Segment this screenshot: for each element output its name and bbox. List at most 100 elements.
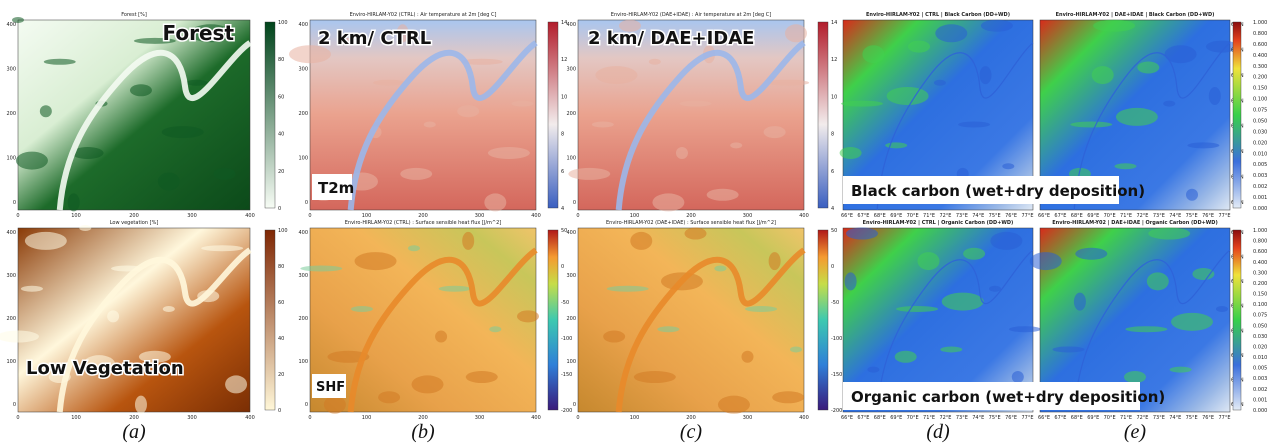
x-tick-label: 70°E (1104, 415, 1116, 421)
y-tick-label: 100 (6, 156, 16, 162)
x-tick-label: 0 (16, 415, 19, 421)
map-patch (462, 231, 475, 250)
map-patch (844, 272, 857, 291)
map-patch (630, 231, 653, 250)
map-patch (933, 79, 946, 86)
map-patch (741, 350, 754, 363)
map-patch (373, 79, 406, 86)
map-patch (980, 19, 1013, 32)
colorbar-tick-label: 0.400 (1253, 53, 1267, 59)
map-patch (1073, 292, 1086, 311)
map-patch (785, 24, 807, 43)
x-tick-label: 100 (362, 213, 372, 219)
map-patch (886, 87, 929, 105)
colorbar-tick-label: 0.030 (1253, 129, 1267, 135)
map-patch (342, 37, 355, 44)
x-tick-label: 67°E (857, 415, 869, 421)
map-patch (1070, 121, 1113, 128)
y-tick-label: 400 (566, 22, 576, 28)
map-title: Enviro-HIRLAM-Y02 | DAE+IDAE | Organic C… (1052, 220, 1218, 226)
river (876, 249, 1034, 413)
panel-caption: (e) (1124, 421, 1147, 443)
map-patch (1011, 371, 1024, 384)
y-tick-label: 200 (298, 316, 308, 322)
y-tick-label: 300 (6, 67, 16, 73)
colorbar (264, 21, 276, 209)
map-patch (43, 58, 76, 65)
map-patch (714, 265, 727, 272)
label-box (312, 374, 346, 398)
map-patch (1216, 305, 1228, 312)
x-tick-label: 66°E (1038, 415, 1050, 421)
colorbar-tick-label: 80 (278, 57, 284, 63)
map-patch (185, 79, 208, 86)
colorbar-tick-label: -100 (561, 336, 572, 342)
colorbar-tick-label: 100 (278, 20, 288, 26)
river (347, 40, 538, 211)
y-tick-label: 100 (566, 359, 576, 365)
x-tick-label: 72°E (1136, 415, 1148, 421)
y-tick-label: 400 (6, 230, 16, 236)
colorbar-tick-label: 6 (831, 169, 834, 175)
x-tick-label: 75°E (1186, 213, 1198, 219)
map-patch (189, 24, 232, 43)
x-tick-label: 70°E (907, 213, 919, 219)
map-patch (134, 395, 147, 414)
river (56, 247, 252, 413)
x-tick-label: 69°E (890, 415, 902, 421)
colorbar-tick-label: 0.800 (1253, 31, 1267, 37)
map-patch (1186, 188, 1198, 201)
colorbar-tick-label: 10 (831, 94, 837, 100)
map-patch (652, 193, 685, 212)
y-tick-label: 400 (298, 230, 308, 236)
map-patch (717, 395, 750, 414)
x-tick-label: 400 (799, 213, 809, 219)
overlay-label: T2m (318, 179, 354, 197)
map-patch (1075, 247, 1108, 260)
colorbar (817, 229, 829, 411)
river (615, 40, 806, 211)
map-patch (67, 193, 80, 212)
map-title: Enviro-HIRLAM-Y02 (CTRL) : Surface sensi… (345, 220, 501, 226)
map (17, 19, 251, 211)
map-patch (940, 346, 963, 353)
map (17, 227, 251, 413)
map-patch (633, 371, 676, 384)
x-tick-label: 200 (418, 213, 428, 219)
map-patch (83, 355, 116, 374)
colorbar-tick-label: 0.150 (1253, 86, 1267, 92)
colorbar-tick-label: 0.200 (1253, 281, 1267, 287)
colorbar-tick-label: -150 (831, 372, 842, 378)
map-patch (15, 151, 48, 170)
x-tick-label: 0 (576, 213, 579, 219)
x-tick-label: 0 (308, 213, 311, 219)
map-patch (1125, 326, 1168, 333)
map-patch (1206, 40, 1238, 53)
x-tick-label: 68°E (1071, 213, 1083, 219)
x-tick-label: 73°E (956, 213, 968, 219)
colorbar-tick-label: 0.020 (1253, 140, 1267, 146)
colorbar-tick-label: -150 (561, 372, 572, 378)
map-title: Enviro-HIRLAM-Y02 | DAE+IDAE | Black Car… (1056, 12, 1215, 18)
x-tick-label: 100 (71, 213, 81, 219)
colorbar-tick-label: 4 (831, 206, 834, 212)
map-patch (213, 167, 236, 180)
map-patch (411, 375, 444, 394)
map-patch (1164, 45, 1197, 64)
map-patch (1002, 163, 1015, 170)
map-patch (460, 58, 503, 65)
colorbar-tick-label: 0.050 (1253, 323, 1267, 329)
map-patch (989, 285, 1001, 292)
map-patch (963, 247, 986, 260)
map-patch (162, 305, 175, 312)
colorbar-tick-label: 0.300 (1253, 64, 1267, 70)
map-patch (107, 310, 120, 323)
colorbar-tick-label: 0.800 (1253, 239, 1267, 245)
x-tick-label: 0 (576, 415, 579, 421)
map-patch (0, 330, 39, 343)
overlay-label: 2 km/ CTRL (318, 28, 431, 49)
colorbar-tick-label: 60 (278, 94, 284, 100)
map-patch (438, 285, 471, 292)
map-patch (1052, 346, 1085, 353)
colorbar-tick-label: 0.000 (1253, 206, 1267, 212)
